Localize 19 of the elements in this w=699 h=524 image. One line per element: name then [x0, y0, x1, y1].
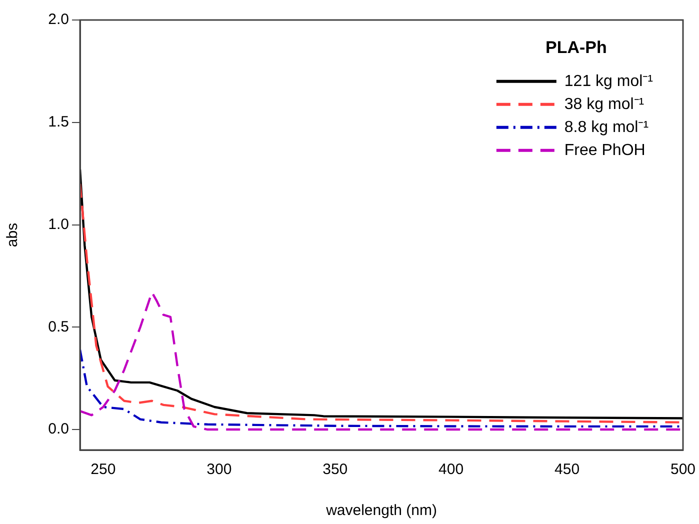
x-tick-label: 400	[438, 461, 464, 478]
y-axis-title: abs	[4, 222, 22, 248]
line-series	[80, 291, 683, 431]
y-tick-label: 1.0	[48, 216, 69, 233]
y-tick-label: 0.0	[48, 420, 69, 438]
legend-label: Free PhOH	[564, 142, 646, 159]
y-tick-label: 1.5	[48, 114, 69, 131]
legend-label: 8.8 kg mol⁻¹	[564, 118, 649, 136]
legend-title: PLA-Ph	[546, 38, 607, 58]
x-axis-title: wavelength (nm)	[325, 502, 437, 520]
y-tick-label: 0.5	[48, 318, 69, 336]
x-tick-label: 300	[206, 461, 232, 478]
x-tick-label: 450	[554, 461, 580, 478]
x-tick-label: 350	[322, 461, 348, 478]
legend-label: 38 kg mol⁻¹	[564, 96, 644, 113]
y-tick-label: 2.0	[48, 11, 69, 28]
x-tick-label: 500	[670, 461, 696, 478]
legend-label: 121 kg mol⁻¹	[564, 72, 653, 90]
x-tick-label: 250	[90, 461, 116, 478]
